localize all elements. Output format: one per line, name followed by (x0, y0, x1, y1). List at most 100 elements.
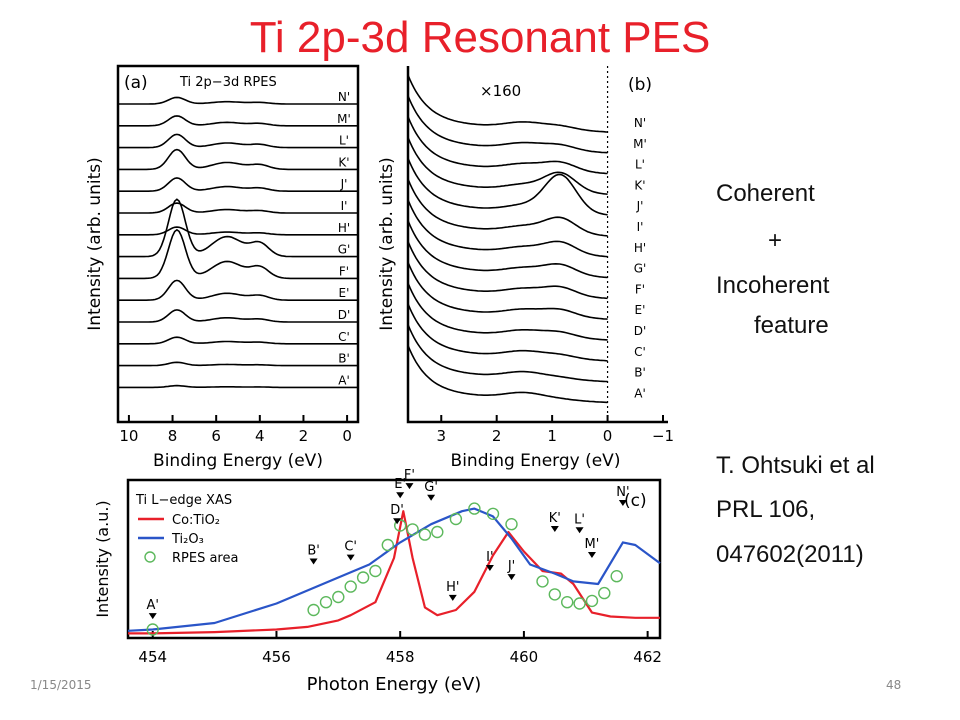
panel-c-rpes-point (356, 571, 370, 584)
panel-c-x-tick-label: 454 (138, 648, 167, 666)
panel-c-rpes-point (369, 564, 382, 578)
panel-c-marker-label: D' (390, 503, 404, 518)
panel-b-spectrum-line (407, 220, 608, 279)
panel-a-x-tick-label: 10 (119, 427, 138, 445)
panel-c-marker-arrow (405, 483, 414, 490)
panel-c-marker-arrow (550, 526, 559, 532)
panel-b-spectrum-line (407, 282, 608, 341)
panel-b-x-tick-label: 3 (436, 427, 446, 445)
panel-c-rpes-point (610, 570, 623, 583)
panel-c-marker-label: K' (549, 511, 561, 526)
panel-b-x-tick-label: −1 (652, 427, 674, 445)
panel-c-letter: (c) (624, 491, 647, 511)
panel-b-series-label: K' (634, 178, 645, 192)
panel-a-series-label: J' (340, 177, 348, 191)
slide-title: Ti 2p-3d Resonant PES (249, 13, 711, 62)
panel-b-spectrum-line (407, 137, 608, 195)
panel-c-rpes-point (449, 512, 463, 526)
panel-b-spectrum-line (407, 199, 608, 258)
reference-number: 047602(2011) (716, 541, 864, 568)
panel-a-letter: (a) (124, 73, 148, 93)
panel-a-x-tick-label: 8 (168, 427, 178, 445)
panel-c-rpes-point (406, 523, 419, 536)
panel-c-rpes-point (319, 596, 333, 609)
panel-c-marker-arrow (393, 518, 402, 525)
panel-c-marker-arrow (618, 500, 627, 506)
footer-page-number: 48 (886, 678, 902, 692)
panel-a-xlabel: Binding Energy (eV) (153, 451, 323, 471)
panel-a-spectrum-line (118, 228, 358, 280)
panel-b-spectrum-line (407, 241, 608, 300)
panel-c-rpes-point (146, 623, 159, 636)
panel-c-marker-label: B' (307, 544, 320, 559)
panel-a-spectrum-line (118, 384, 358, 389)
panel-b-spectrum-line (407, 324, 608, 383)
panel-c-rpes-point (307, 603, 320, 617)
panel-b-series-label: J' (636, 199, 644, 213)
panel-c-marker-arrow (427, 494, 436, 501)
panel-a-ylabel: Intensity (arb. units) (85, 157, 105, 330)
panel-a-spectrum-line (118, 202, 358, 214)
reference-journal: PRL 106, (716, 496, 816, 523)
panel-c-title: Ti L−edge XAS (135, 493, 232, 508)
panel-b-spectrum-line (407, 157, 608, 216)
panel-a-x-tick-label: 0 (342, 427, 352, 445)
footer-date: 1/15/2015 (30, 678, 92, 692)
panel-b-series-label: A' (634, 386, 646, 400)
panel-c-marker-arrow (507, 574, 516, 581)
panel-c-rpes-point (344, 580, 357, 593)
panel-a-spectrum-line (118, 226, 358, 236)
panel-a-series-label: B' (338, 352, 350, 366)
panel-a-series-label: A' (338, 373, 350, 387)
panel-c-legend-label: RPES area (172, 551, 238, 566)
panel-c-ylabel: Intensity (a.u.) (93, 500, 112, 617)
incoherent-text: Incoherent (716, 272, 830, 299)
panel-b-series-label: I' (637, 220, 644, 234)
panel-b-axes (406, 66, 668, 424)
panel-b-annotation: ×160 (480, 82, 521, 100)
panel-c-rpes-point (431, 525, 444, 539)
panel-b-spectrum-line (407, 261, 608, 320)
panel-b-series-label: E' (635, 303, 646, 317)
panel-b-ylabel: Intensity (arb. units) (377, 157, 397, 330)
panel-b-spectrum-line (407, 74, 608, 133)
panel-a-x-tick-label: 6 (211, 427, 221, 445)
panel-a-spectrum-line (118, 115, 358, 127)
panel-c-x-tick-label: 458 (386, 648, 415, 666)
panel-c-legend-label: Ti₂O₃ (171, 532, 204, 547)
panel-c-marker-arrow (148, 613, 157, 620)
panel-b-series-label: L' (635, 158, 645, 172)
panel-b-series-label: C' (634, 345, 646, 359)
panel-a-title: Ti 2p−3d RPES (179, 75, 277, 90)
panel-c-marker-arrow (396, 492, 405, 499)
panel-c-marker-arrow (485, 565, 494, 571)
panel-c-legend-label: Co:TiO₂ (172, 513, 220, 528)
panel-b-spectrum-line (407, 345, 608, 404)
panel-a-x-tick-label: 4 (255, 427, 265, 445)
panel-c-marker-label: N' (616, 485, 629, 500)
panel-c: 454 456 458 460 462 Photon Energy (eV) Intensi… (93, 468, 662, 695)
panel-c-rpes-point (585, 594, 599, 608)
plot-frame (116, 64, 360, 424)
panel-a-spectrum-line (118, 198, 358, 258)
panel-c-rpes-point (486, 507, 500, 520)
panel-c-marker-label: M' (585, 537, 600, 552)
panel-c-marker-arrow (587, 552, 596, 558)
panel-b-spectrum-line (407, 303, 608, 362)
panel-b-series-label: H' (634, 241, 646, 255)
panel-c-marker-arrow (346, 554, 355, 561)
panel-b-series-label: G' (634, 262, 647, 276)
panel-c-marker-label: A' (147, 598, 159, 613)
coherent-text: Coherent (716, 180, 815, 207)
panel-c-rpes-point (536, 575, 549, 588)
panel-c-marker-label: E' (394, 477, 406, 492)
panel-c-legend-swatch (144, 551, 156, 563)
panel-c-xlabel: Photon Energy (eV) (307, 674, 482, 695)
panel-a-x-tick-label: 2 (299, 427, 309, 445)
panel-c-rpes-point (418, 528, 432, 541)
panel-b-x-tick-label: 1 (547, 427, 557, 445)
panel-a-spectrum-line (118, 279, 358, 301)
plus-text: + (768, 227, 783, 254)
panel-c-marker-label: H' (446, 580, 459, 595)
